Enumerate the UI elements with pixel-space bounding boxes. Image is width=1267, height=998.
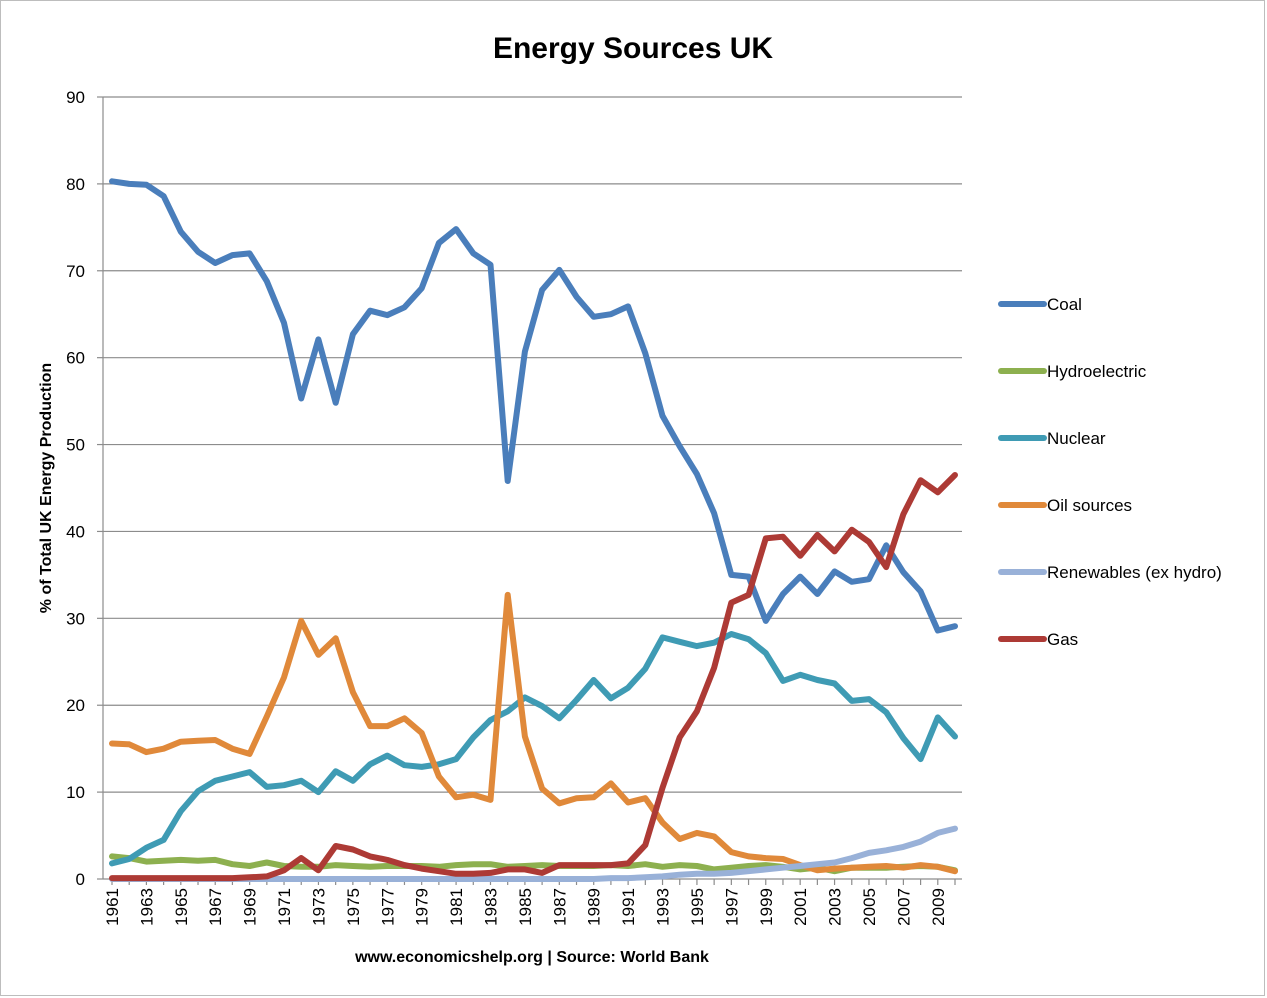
y-axis-label: % of Total UK Energy Production <box>38 363 55 613</box>
x-tick-label: 1963 <box>137 888 156 926</box>
x-tick-label: 2003 <box>826 888 845 926</box>
x-tick-label: 2007 <box>894 888 913 926</box>
series-line-nuclear <box>109 631 958 867</box>
x-tick-label: 1979 <box>413 888 432 926</box>
x-tick-label: 1973 <box>309 888 328 926</box>
series-line-gas <box>109 472 958 882</box>
x-tick-label: 1995 <box>688 888 707 926</box>
x-tick-label: 1989 <box>585 888 604 926</box>
x-tick-label: 1987 <box>550 888 569 926</box>
x-tick-label: 2009 <box>929 888 948 926</box>
x-tick-label: 1971 <box>275 888 294 926</box>
source-caption: www.economicshelp.org | Source: World Ba… <box>354 949 709 966</box>
x-tick-label: 1975 <box>344 888 363 926</box>
x-tick-label: 1999 <box>757 888 776 926</box>
x-tick-label: 1993 <box>654 888 673 926</box>
y-tick-label: 70 <box>66 262 85 281</box>
x-tick-label: 2005 <box>860 888 879 926</box>
y-axis: 0 10 20 30 40 50 60 70 80 90 <box>66 88 104 889</box>
legend-label: Renewables (ex hydro) <box>1047 563 1222 582</box>
x-axis: 1961 1963 1965 1967 1969 1971 1973 1975 1977 1979… <box>103 879 956 926</box>
y-tick-label: 30 <box>66 609 85 628</box>
legend-label: Gas <box>1047 630 1078 649</box>
legend-label: Oil sources <box>1047 496 1132 515</box>
legend-label: Hydroelectric <box>1047 362 1147 381</box>
y-tick-label: 50 <box>66 436 85 455</box>
y-tick-label: 80 <box>66 175 85 194</box>
legend: Coal Hydroelectric Nuclear Oil sources Renew… <box>998 295 1222 649</box>
x-tick-label: 1981 <box>447 888 466 926</box>
y-tick-label: 20 <box>66 696 85 715</box>
gridlines <box>103 96 962 880</box>
legend-label: Nuclear <box>1047 429 1106 448</box>
y-tick-label: 60 <box>66 349 85 368</box>
y-tick-label: 0 <box>76 870 85 889</box>
x-tick-label: 1961 <box>103 888 122 926</box>
y-tick-label: 90 <box>66 88 85 107</box>
series-lines <box>109 178 958 882</box>
y-tick-label: 10 <box>66 783 85 802</box>
series-line-oil-sources <box>109 591 958 875</box>
x-tick-label: 1983 <box>481 888 500 926</box>
x-tick-label: 1977 <box>378 888 397 926</box>
x-tick-label: 1991 <box>619 888 638 926</box>
y-tick-label: 40 <box>66 522 85 541</box>
x-tick-label: 1985 <box>516 888 535 926</box>
x-tick-label: 1997 <box>722 888 741 926</box>
x-tick-label: 2001 <box>791 888 810 926</box>
x-tick-label: 1967 <box>206 888 225 926</box>
series-line-coal <box>109 178 958 634</box>
x-tick-label: 1965 <box>172 888 191 926</box>
legend-label: Coal <box>1047 295 1082 314</box>
chart-title: Energy Sources UK <box>493 32 773 65</box>
x-tick-label: 1969 <box>241 888 260 926</box>
